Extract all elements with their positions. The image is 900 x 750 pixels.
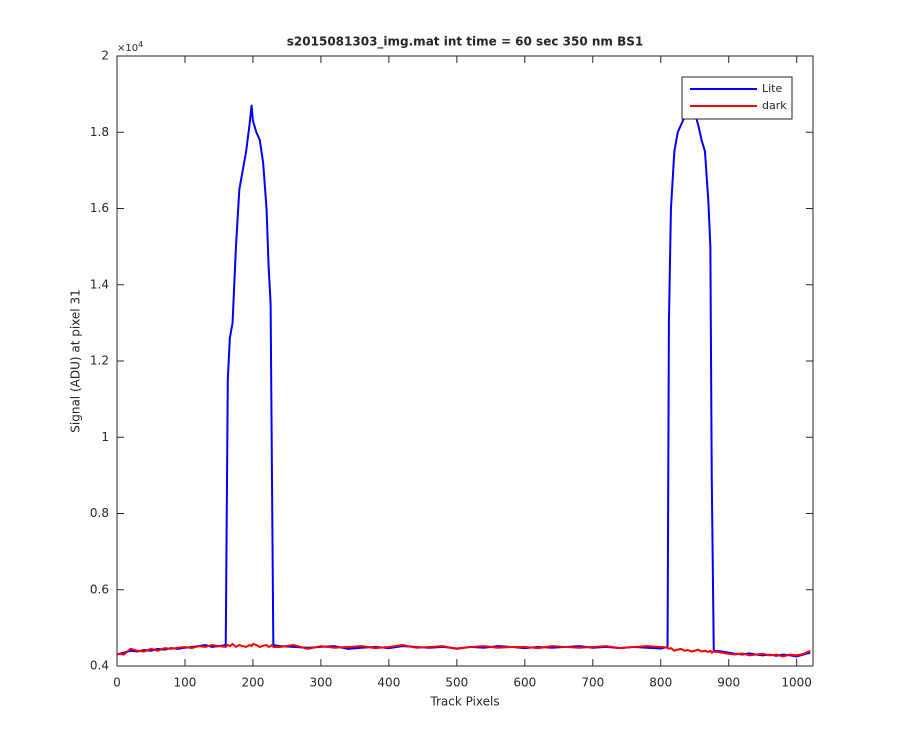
chart-title: s2015081303_img.mat int time = 60 sec 35… xyxy=(287,35,643,50)
y-tick-label: 0.6 xyxy=(90,582,109,596)
y-tick-label: 0.8 xyxy=(90,506,109,520)
legend-label: Lite xyxy=(762,82,782,95)
y-tick-label: 0.4 xyxy=(90,659,109,673)
x-tick-label: 200 xyxy=(241,676,264,690)
x-tick-label: 300 xyxy=(309,676,332,690)
x-tick-label: 800 xyxy=(649,676,672,690)
y-tick-label: 1.8 xyxy=(90,125,109,139)
x-tick-label: 100 xyxy=(174,676,197,690)
y-tick-label: 1.6 xyxy=(90,201,109,215)
x-axis-label: Track Pixels xyxy=(429,695,499,709)
y-tick-label: 1.2 xyxy=(90,354,109,368)
legend-label: dark xyxy=(762,99,787,112)
plot-area xyxy=(116,55,814,667)
y-tick-label: 1 xyxy=(101,430,109,444)
x-tick-label: 900 xyxy=(717,676,740,690)
x-tick-label: 500 xyxy=(445,676,468,690)
legend-box xyxy=(681,76,793,120)
y-scale-base: ×10 xyxy=(117,43,138,54)
x-tick-label: 700 xyxy=(581,676,604,690)
y-scale-exponent: 4 xyxy=(138,40,143,49)
x-tick-label: 600 xyxy=(513,676,536,690)
y-tick-label: 2 xyxy=(101,49,109,63)
x-tick-label: 0 xyxy=(113,676,121,690)
y-scale-label: ×104 xyxy=(117,40,143,55)
x-tick-label: 400 xyxy=(377,676,400,690)
data-line xyxy=(116,642,811,658)
y-tick-label: 1.4 xyxy=(90,277,109,291)
y-axis-label: Signal (ADU) at pixel 31 xyxy=(69,289,83,432)
x-tick-label: 1000 xyxy=(781,676,812,690)
